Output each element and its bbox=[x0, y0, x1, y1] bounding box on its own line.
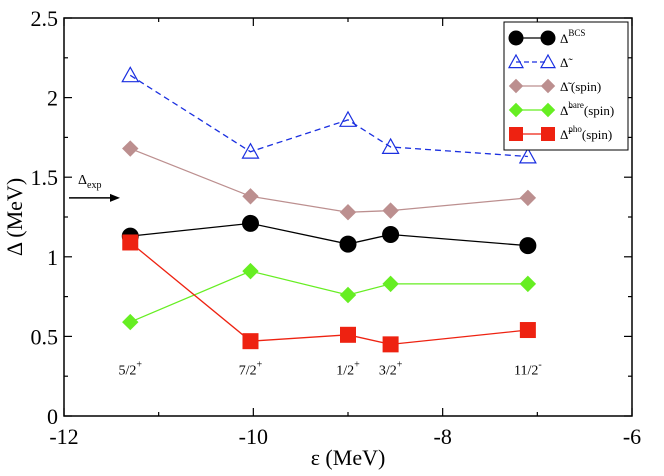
legend-marker-left bbox=[508, 30, 524, 46]
data-point bbox=[242, 262, 259, 280]
level-label-main: 5/2 bbox=[119, 364, 137, 379]
series-0 bbox=[121, 214, 537, 255]
level-label: 11/2- bbox=[514, 360, 542, 379]
data-point bbox=[340, 326, 356, 343]
legend-label-main: Δ bbox=[560, 31, 568, 46]
level-label-sup: + bbox=[397, 360, 403, 371]
axis-ticks: -12 -10 -8 -6 0 0.5 1 1.5 2 2.5 bbox=[31, 6, 642, 449]
legend-marker-right bbox=[539, 53, 557, 69]
legend-marker-left bbox=[508, 102, 524, 118]
data-point bbox=[122, 234, 139, 251]
level-label-main: 1/2 bbox=[336, 364, 354, 379]
y-tick-label: 0 bbox=[47, 404, 58, 429]
data-point bbox=[121, 66, 140, 83]
data-point bbox=[519, 275, 537, 293]
level-label: 5/2+ bbox=[119, 360, 143, 379]
series-layer bbox=[121, 66, 537, 353]
data-point bbox=[339, 235, 357, 253]
data-point bbox=[339, 204, 357, 221]
legend-label-sup: bare bbox=[568, 100, 584, 110]
series-1 bbox=[121, 66, 537, 164]
x-tick-label: -8 bbox=[434, 424, 452, 449]
legend-marker-left bbox=[509, 127, 523, 141]
series-line bbox=[129, 74, 528, 158]
y-tick-label: 2 bbox=[47, 86, 58, 111]
exp-label-sub: exp bbox=[87, 180, 101, 191]
legend-label: Δ̃pho(spin) bbox=[560, 124, 612, 142]
data-point bbox=[338, 110, 358, 127]
legend-marker-left bbox=[508, 78, 524, 94]
exp-arrow-head bbox=[110, 193, 120, 202]
legend-marker-left bbox=[507, 53, 525, 69]
legend-label-suffix: (spin) bbox=[584, 103, 614, 118]
level-label: 3/2+ bbox=[379, 360, 403, 379]
data-point bbox=[382, 336, 399, 353]
legend-marker-right bbox=[541, 127, 555, 141]
data-point bbox=[241, 142, 260, 159]
data-point bbox=[122, 313, 139, 331]
legend-item-0: ΔBCS bbox=[508, 28, 585, 46]
x-tick-label: -10 bbox=[239, 424, 268, 449]
legend-item-3: Δ̃bare(spin) bbox=[508, 100, 614, 118]
x-axis-title: ε (MeV) bbox=[311, 445, 386, 470]
data-point bbox=[519, 189, 537, 207]
level-label-main: 11/2 bbox=[514, 364, 538, 379]
data-point bbox=[242, 333, 259, 350]
legend-label: Δ̃ (spin) bbox=[560, 79, 601, 94]
legend-label-suffix: (spin) bbox=[582, 127, 612, 142]
level-label-sup: + bbox=[354, 360, 360, 371]
level-label-main: 3/2 bbox=[379, 364, 397, 379]
level-label: 1/2+ bbox=[336, 360, 360, 379]
exp-label: Δexp bbox=[78, 173, 101, 191]
level-label: 7/2+ bbox=[239, 360, 263, 379]
legend-label: Δ̃bare(spin) bbox=[560, 100, 614, 118]
legend-item-2: Δ̃ (spin) bbox=[508, 78, 601, 94]
data-point bbox=[339, 286, 357, 304]
x-tick-label: -12 bbox=[49, 424, 78, 449]
exp-label-main: Δ bbox=[78, 173, 87, 188]
data-point bbox=[242, 188, 259, 205]
series-line bbox=[129, 241, 528, 346]
series-3 bbox=[122, 262, 537, 331]
legend-marker-right bbox=[540, 102, 556, 118]
series-line bbox=[130, 270, 528, 323]
data-point bbox=[519, 237, 537, 255]
data-point bbox=[381, 137, 400, 154]
data-point bbox=[519, 322, 536, 339]
level-label-sup: + bbox=[136, 360, 142, 371]
legend-label-sup: pho bbox=[568, 124, 582, 134]
legend-marker-right bbox=[540, 30, 556, 46]
series-line bbox=[130, 222, 528, 247]
series-2 bbox=[122, 140, 537, 221]
data-point bbox=[382, 275, 399, 293]
level-label-main: 7/2 bbox=[239, 364, 257, 379]
legend-label-sup: BCS bbox=[568, 28, 585, 38]
series-line bbox=[130, 147, 528, 213]
data-point bbox=[241, 214, 259, 232]
level-label-sup: + bbox=[257, 360, 263, 371]
data-point bbox=[122, 140, 139, 157]
data-point bbox=[382, 202, 399, 219]
legend-marker-right bbox=[540, 78, 556, 94]
legend-item-4: Δ̃pho(spin) bbox=[509, 124, 612, 142]
y-tick-label: 0.5 bbox=[31, 324, 59, 349]
y-axis-title: Δ (MeV) bbox=[2, 178, 27, 256]
y-tick-label: 1 bbox=[47, 245, 58, 270]
data-point bbox=[518, 147, 537, 164]
level-label-sup: - bbox=[538, 360, 541, 371]
data-point bbox=[382, 226, 400, 244]
y-tick-label: 2.5 bbox=[31, 6, 59, 31]
series-4 bbox=[122, 234, 536, 353]
x-tick-label: -6 bbox=[623, 424, 641, 449]
annotations: 5/2+ 7/2+ 1/2+ 3/2+ 11/2-Δexp bbox=[69, 173, 542, 379]
legend-label-main: Δ̃ (spin) bbox=[560, 79, 601, 94]
legend-label: ΔBCS bbox=[560, 28, 585, 46]
y-tick-label: 1.5 bbox=[31, 165, 59, 190]
